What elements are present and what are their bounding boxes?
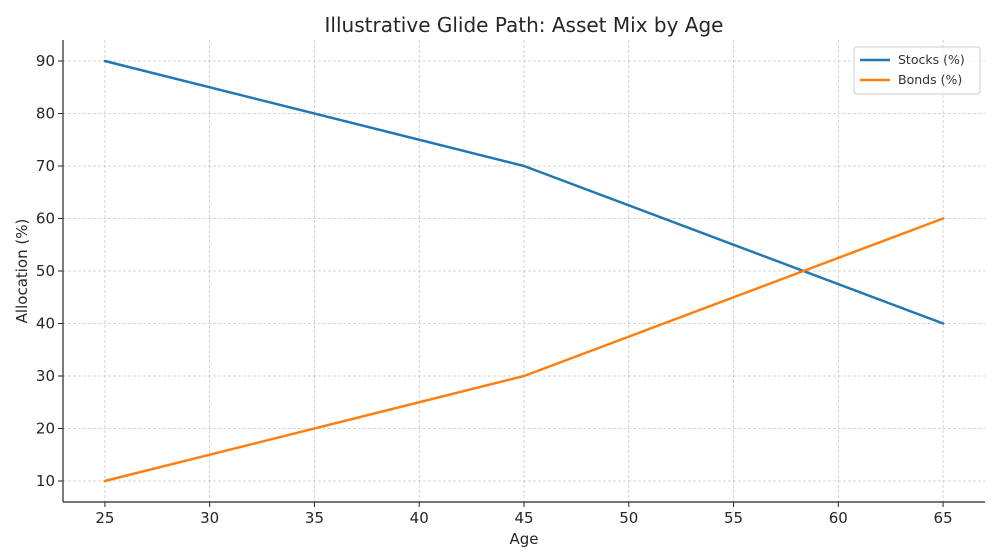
y-ticks: 10 20 30 40 50 60 70 80 90 <box>36 52 63 490</box>
x-tick-label: 55 <box>724 509 743 527</box>
y-tick-label: 90 <box>36 52 55 70</box>
x-tick-label: 40 <box>410 509 429 527</box>
y-tick-label: 10 <box>36 472 55 490</box>
x-tick-label: 65 <box>934 509 953 527</box>
chart-title: Illustrative Glide Path: Asset Mix by Ag… <box>325 13 724 37</box>
x-tick-label: 60 <box>829 509 848 527</box>
legend-label-bonds: Bonds (%) <box>898 72 962 87</box>
y-tick-label: 60 <box>36 210 55 228</box>
x-tick-label: 35 <box>305 509 324 527</box>
legend: Stocks (%) Bonds (%) <box>853 46 981 95</box>
y-axis-label: Allocation (%) <box>13 219 31 324</box>
x-tick-label: 50 <box>619 509 638 527</box>
grid <box>63 40 985 502</box>
y-tick-label: 40 <box>36 315 55 333</box>
y-tick-label: 80 <box>36 105 55 123</box>
y-tick-label: 20 <box>36 420 55 438</box>
series-lines <box>103 59 945 483</box>
x-tick-label: 45 <box>514 509 533 527</box>
x-tick-label: 30 <box>200 509 219 527</box>
y-tick-label: 70 <box>36 157 55 175</box>
legend-label-stocks: Stocks (%) <box>898 52 965 67</box>
x-ticks: 25 30 35 40 45 50 55 60 65 <box>95 502 953 527</box>
y-tick-label: 30 <box>36 367 55 385</box>
y-tick-label: 50 <box>36 262 55 280</box>
x-axis-label: Age <box>509 530 538 548</box>
x-tick-label: 25 <box>95 509 114 527</box>
